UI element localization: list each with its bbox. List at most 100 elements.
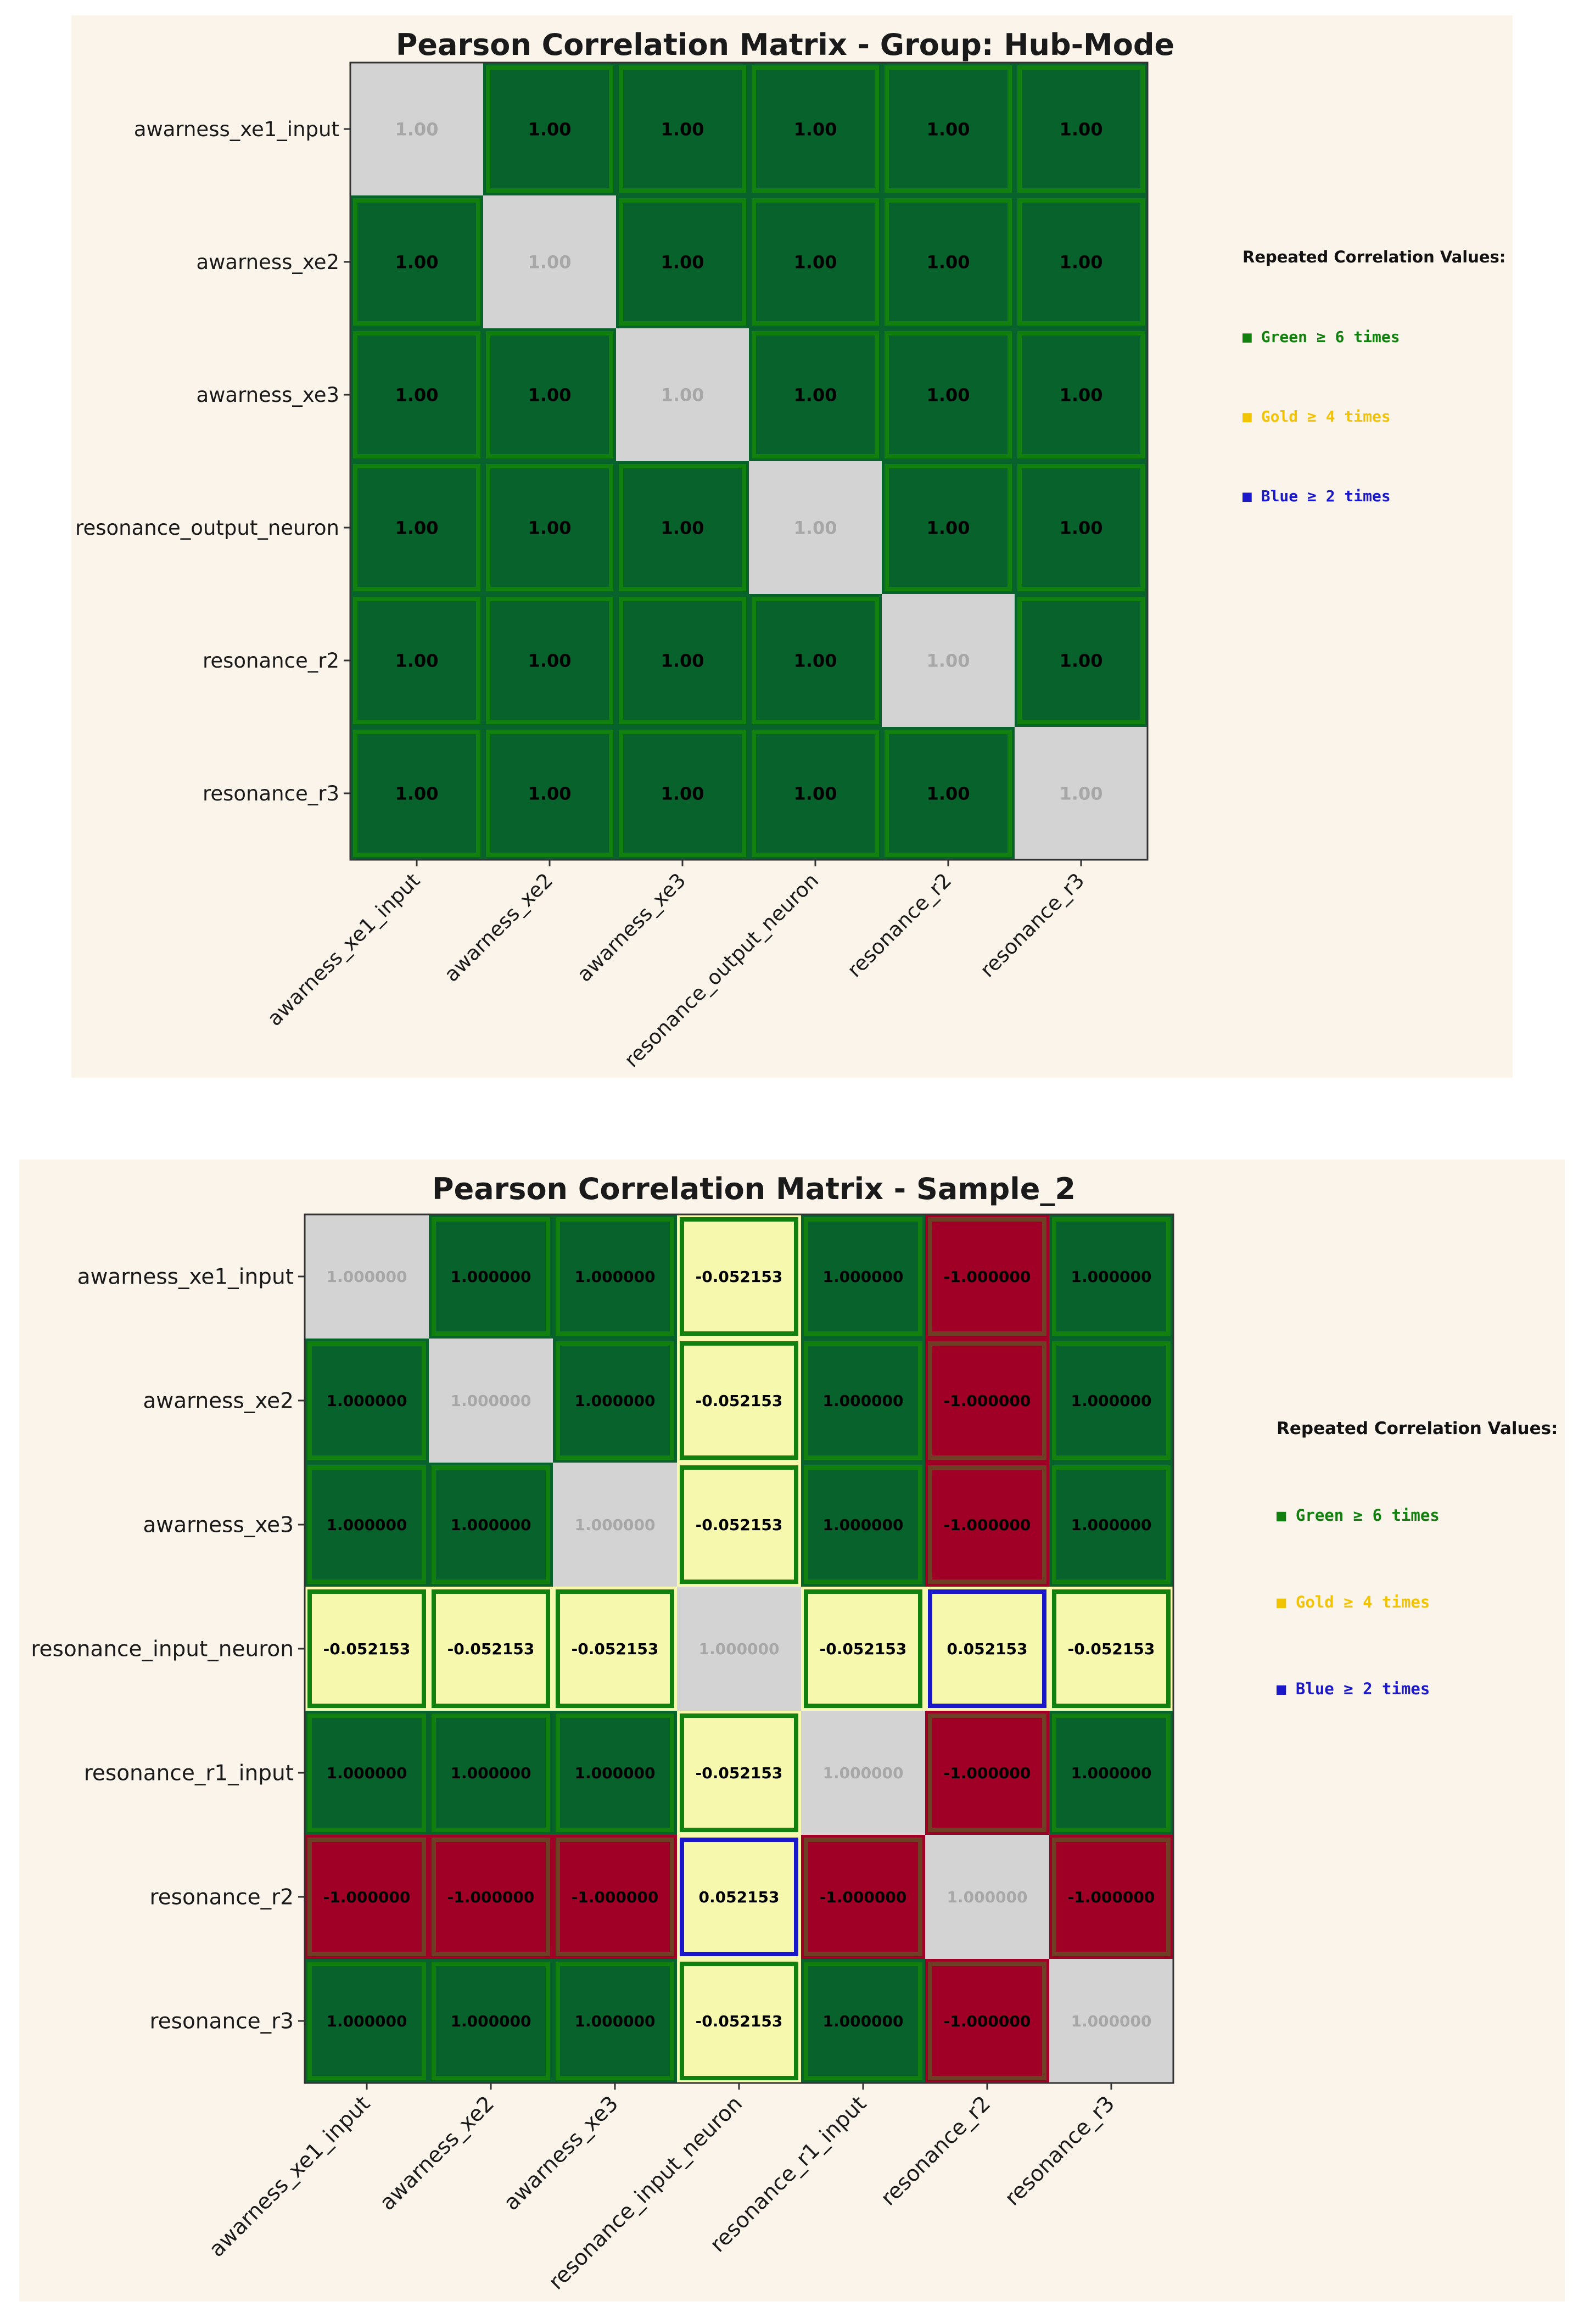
- heatmap-cell: [483, 461, 616, 594]
- cell-highlight-border: [619, 65, 746, 193]
- cell-value-label: 1.00: [528, 783, 572, 804]
- heatmap-frame: [349, 61, 1149, 861]
- cell-highlight-border: [680, 1962, 798, 2080]
- cell-value-label: 1.00: [794, 783, 837, 804]
- heatmap-cell: [925, 1214, 1049, 1339]
- heatmap-cell: [429, 1959, 553, 2083]
- cell-value-label: -0.052153: [820, 1640, 907, 1658]
- heatmap-cell: [749, 328, 882, 461]
- cell-value-label: 1.00: [395, 651, 439, 671]
- cell-value-label: 1.00: [528, 252, 572, 273]
- column-tick-label: awarness_xe3: [499, 2091, 623, 2215]
- cell-value-label: 1.00: [794, 651, 837, 671]
- heatmap-cell: [925, 1835, 1049, 1959]
- legend-title: Repeated Correlation Values:: [1242, 248, 1505, 266]
- cell-value-label: 1.000000: [450, 1268, 531, 1286]
- heatmap-cell: [483, 594, 616, 727]
- heatmap-cell: [429, 1711, 553, 1835]
- heatmap-cell: [677, 1835, 801, 1959]
- cell-highlight-border: [432, 1838, 550, 1956]
- cell-highlight-border: [556, 1838, 674, 1956]
- cell-value-label: 1.000000: [947, 1888, 1027, 1906]
- heatmap-cell: [801, 1339, 925, 1463]
- cell-highlight-border: [1052, 1589, 1171, 1708]
- cell-value-label: 1.00: [927, 252, 970, 273]
- heatmap-cell: [616, 195, 749, 328]
- heatmap-cell: [1015, 461, 1148, 594]
- cell-value-label: -0.052153: [696, 1764, 783, 1782]
- cell-value-label: 1.00: [395, 518, 439, 539]
- heatmap-cell: [350, 461, 483, 594]
- heatmap-cell: [801, 1711, 925, 1835]
- heatmap-cell: [429, 1587, 553, 1711]
- cell-value-label: 1.000000: [822, 1516, 903, 1534]
- heatmap-cell: [483, 195, 616, 328]
- row-tick-label: awarness_xe2: [197, 250, 340, 274]
- chart-panel-hub-mode: Pearson Correlation Matrix - Group: Hub-…: [71, 15, 1513, 1078]
- heatmap-cell: [882, 727, 1015, 860]
- cell-highlight-border: [353, 464, 480, 591]
- cell-value-label: 1.000000: [574, 1268, 655, 1286]
- heatmap-cell: [616, 63, 749, 195]
- cell-highlight-border: [486, 730, 613, 857]
- heatmap-cell: [305, 1587, 429, 1711]
- row-tick-label: awarness_xe2: [143, 1389, 294, 1414]
- heatmap-cell: [553, 1959, 677, 2083]
- cell-value-label: 1.00: [927, 385, 970, 406]
- heatmap-cell: [350, 727, 483, 860]
- heatmap-cell: [553, 1711, 677, 1835]
- cell-value-label: 1.00: [395, 119, 439, 140]
- cell-value-label: 1.000000: [1071, 1516, 1151, 1534]
- cell-highlight-border: [928, 1713, 1046, 1832]
- cell-value-label: 1.00: [661, 651, 704, 671]
- cell-value-label: -0.052153: [696, 1392, 783, 1410]
- column-tick-label: resonance_r2: [843, 869, 956, 982]
- cell-value-label: 1.00: [661, 385, 704, 406]
- cell-value-label: 1.000000: [574, 1516, 655, 1534]
- cell-value-label: 1.00: [395, 783, 439, 804]
- column-tick-label: resonance_r3: [976, 869, 1089, 982]
- legend-item: ■ Gold ≥ 4 times: [1277, 1593, 1430, 1611]
- cell-highlight-border: [752, 65, 879, 193]
- cell-highlight-border: [353, 730, 480, 857]
- cell-highlight-border: [353, 198, 480, 326]
- row-tick-label: resonance_r1_input: [84, 1761, 294, 1786]
- legend-item: ■ Green ≥ 6 times: [1242, 328, 1400, 346]
- cell-value-label: -0.052153: [1068, 1640, 1155, 1658]
- cell-value-label: 1.00: [927, 651, 970, 671]
- heatmap-cell: [677, 1959, 801, 2083]
- cell-highlight-border: [752, 597, 879, 724]
- cell-value-label: 1.000000: [450, 1764, 531, 1782]
- cell-highlight-border: [680, 1217, 798, 1336]
- heatmap-cell: [1049, 1711, 1173, 1835]
- cell-highlight-border: [307, 1341, 426, 1460]
- heatmap-cell: [1015, 328, 1148, 461]
- cell-highlight-border: [556, 1341, 674, 1460]
- cell-value-label: -1.000000: [1068, 1888, 1155, 1906]
- heatmap-cell: [801, 1214, 925, 1339]
- heatmap-hub-mode: Pearson Correlation Matrix - Group: Hub-…: [75, 27, 1505, 1072]
- cell-value-label: -1.000000: [944, 1392, 1031, 1410]
- row-tick-label: resonance_input_neuron: [31, 1637, 294, 1662]
- heatmap-cell: [1015, 727, 1148, 860]
- cell-value-label: 1.000000: [1071, 2012, 1151, 2030]
- cell-value-label: 1.00: [528, 119, 572, 140]
- cell-highlight-border: [1017, 65, 1145, 193]
- heatmap-cell: [925, 1587, 1049, 1711]
- heatmap-cell: [429, 1214, 553, 1339]
- heatmap-cell: [749, 195, 882, 328]
- cell-highlight-border: [1052, 1217, 1171, 1336]
- cell-highlight-border: [928, 1341, 1046, 1460]
- heatmap-cell: [616, 328, 749, 461]
- row-tick-label: resonance_r2: [150, 1885, 294, 1910]
- heatmap-cell: [925, 1463, 1049, 1587]
- column-tick-label: awarness_xe3: [573, 869, 691, 987]
- heatmap-cell: [1015, 195, 1148, 328]
- heatmap-cell: [305, 1463, 429, 1587]
- heatmap-cell: [1049, 1835, 1173, 1959]
- cell-value-label: 1.000000: [450, 1392, 531, 1410]
- cell-highlight-border: [804, 1341, 922, 1460]
- cell-highlight-border: [486, 331, 613, 458]
- cell-highlight-border: [752, 198, 879, 326]
- heatmap-cell: [749, 727, 882, 860]
